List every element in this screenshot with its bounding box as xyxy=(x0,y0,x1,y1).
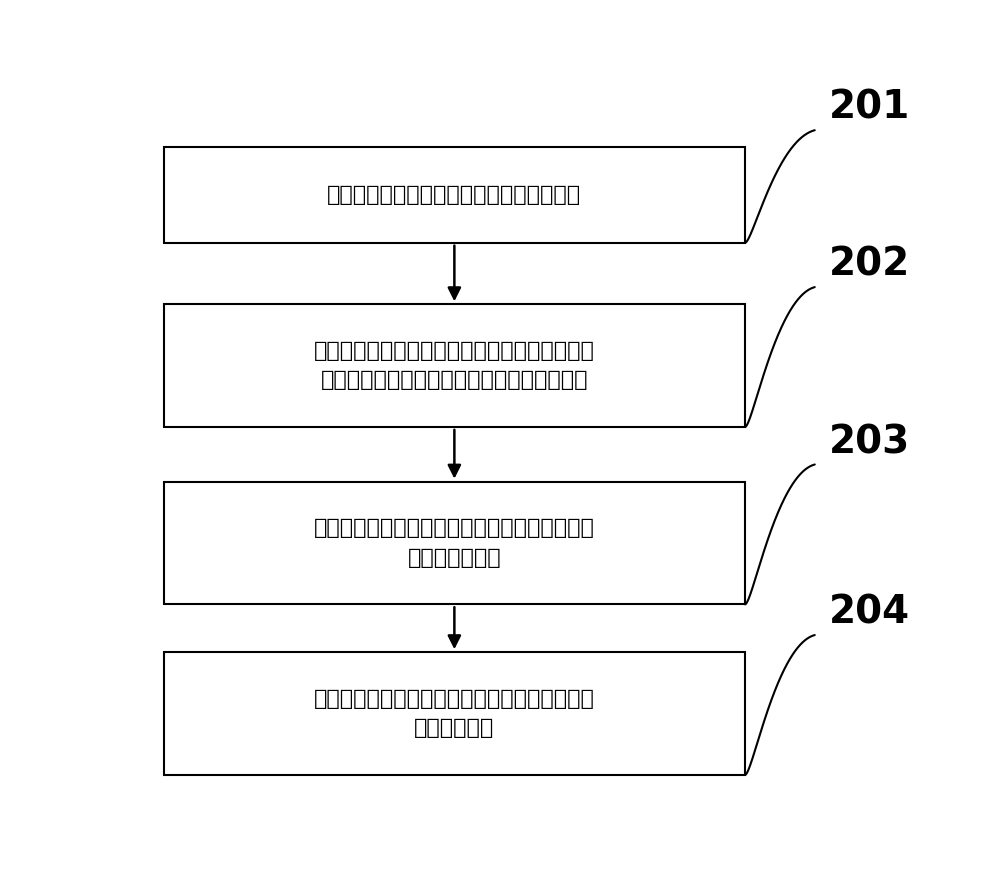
FancyBboxPatch shape xyxy=(164,652,745,775)
Text: 将正常资金流动所形成的所述资金流向时序图谱
中的边进行标识: 将正常资金流动所形成的所述资金流向时序图谱 中的边进行标识 xyxy=(314,518,595,568)
Text: 在所述数据范围内，根据所述目标客户的交易对
手类别将所述资金流向时序图谱中的节点分类: 在所述数据范围内，根据所述目标客户的交易对 手类别将所述资金流向时序图谱中的节点… xyxy=(314,341,595,391)
FancyBboxPatch shape xyxy=(164,304,745,427)
Text: 202: 202 xyxy=(828,245,910,284)
Text: 201: 201 xyxy=(828,89,910,127)
Text: 204: 204 xyxy=(828,594,910,632)
Text: 基于监控场景确定所述目标客户的数据范围: 基于监控场景确定所述目标客户的数据范围 xyxy=(327,185,581,205)
Text: 根据分类后的节点以及标识后的边生成所述资金
流向时序图谱: 根据分类后的节点以及标识后的边生成所述资金 流向时序图谱 xyxy=(314,688,595,738)
Text: 203: 203 xyxy=(828,424,910,461)
FancyBboxPatch shape xyxy=(164,482,745,604)
FancyBboxPatch shape xyxy=(164,147,745,243)
